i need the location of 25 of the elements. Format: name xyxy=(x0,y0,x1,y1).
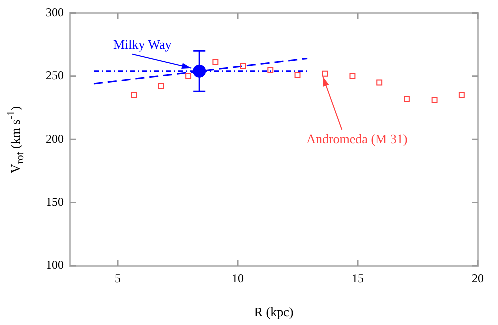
x-tick-label: 20 xyxy=(472,271,484,286)
point xyxy=(376,80,383,86)
y-tick-label: 100 xyxy=(46,258,64,272)
point xyxy=(131,92,138,98)
y-tick-label: 250 xyxy=(46,68,64,83)
point xyxy=(322,70,328,77)
annotation: Andromeda (M 31) xyxy=(306,131,408,146)
y-tick-label: 300 xyxy=(46,5,64,20)
point xyxy=(404,96,410,102)
annotation: Milky Way xyxy=(113,36,172,52)
point xyxy=(432,97,438,104)
point xyxy=(240,63,246,70)
x-tick-label: 15 xyxy=(352,271,364,286)
point xyxy=(186,73,192,80)
x-tick-label: 10 xyxy=(232,271,244,286)
point xyxy=(212,60,219,66)
point xyxy=(268,67,274,74)
point xyxy=(294,72,301,78)
point xyxy=(458,92,465,98)
point xyxy=(158,84,164,90)
x-axis-title: R (kpc) xyxy=(254,304,294,320)
y-tick-label: 150 xyxy=(46,194,64,209)
y-tick-label: 200 xyxy=(46,132,64,146)
point xyxy=(350,73,356,80)
x-tick-label: 5 xyxy=(115,271,121,286)
